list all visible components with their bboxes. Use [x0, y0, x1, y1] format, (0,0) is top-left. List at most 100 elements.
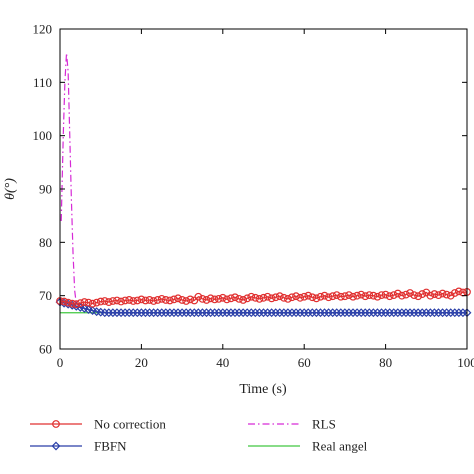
data-point-no-correction-78 [373, 292, 382, 301]
data-point-no-correction-76 [365, 291, 374, 300]
data-point-no-correction-38 [210, 295, 219, 304]
data-point-no-correction-1 [60, 297, 68, 306]
data-point-no-correction-16 [121, 296, 130, 305]
axis-layer: 0 20 40 60 80 100 60 70 80 90 100 110 120 [33, 22, 474, 371]
x-axis-label: Time (s) [239, 382, 287, 397]
data-point-no-correction-39 [214, 294, 223, 303]
y-tick-label-4: 100 [33, 128, 53, 143]
y-tick-label-1: 70 [39, 288, 52, 303]
data-point-no-correction-43 [231, 293, 239, 302]
data-point-no-correction-83 [393, 289, 402, 298]
y-tick-label-0: 60 [39, 342, 52, 357]
data-point-no-correction-56 [284, 294, 292, 303]
data-point-no-correction-87 [410, 291, 418, 300]
data-point-no-correction-12 [104, 298, 113, 306]
series-layer [55, 52, 472, 318]
data-point-no-correction-2 [64, 298, 73, 307]
data-point-no-correction-57 [288, 293, 296, 302]
data-point-no-correction-91 [426, 291, 435, 300]
data-point-no-correction-32 [186, 295, 195, 304]
data-point-no-correction-49 [255, 294, 264, 303]
data-point-no-correction-4 [72, 300, 81, 309]
series-line-rls [60, 52, 81, 306]
data-point-no-correction-88 [414, 292, 423, 301]
data-point-no-correction-84 [397, 291, 406, 300]
data-point-no-correction-61 [304, 291, 313, 300]
data-point-no-correction-77 [369, 291, 378, 300]
data-point-no-correction-22 [145, 296, 154, 304]
data-point-no-correction-64 [316, 292, 325, 301]
legend-label-fbfn: FBFN [94, 439, 127, 454]
legend-label-real-angel: Real angel [312, 439, 368, 454]
data-point-no-correction-9 [92, 298, 101, 307]
y-axis-label: θ(°) [3, 178, 18, 200]
data-point-no-correction-37 [206, 294, 215, 303]
data-point-no-correction-82 [389, 291, 398, 300]
data-point-no-correction-95 [442, 290, 451, 299]
x-tick-label-5: 100 [457, 355, 474, 370]
data-point-no-correction-68 [332, 291, 341, 300]
data-point-no-correction-60 [300, 292, 309, 301]
data-point-no-correction-25 [157, 294, 166, 303]
legend-item-fbfn: FBFN [30, 439, 127, 454]
data-point-no-correction-54 [275, 292, 284, 301]
legend: No correction FBFN RLS Real angel [30, 417, 368, 454]
data-point-no-correction-10 [96, 297, 105, 306]
y-tick-label-2: 80 [39, 235, 52, 250]
data-point-no-correction-85 [402, 290, 410, 299]
data-point-no-correction-14 [113, 296, 121, 305]
data-point-no-correction-74 [357, 290, 366, 299]
data-point-no-correction-86 [406, 289, 414, 297]
data-point-no-correction-58 [292, 292, 300, 301]
data-point-no-correction-93 [434, 291, 443, 300]
data-point-no-correction-19 [133, 296, 142, 305]
data-point-no-correction-62 [308, 293, 317, 302]
y-tick-label-6: 120 [33, 22, 53, 37]
data-point-no-correction-20 [137, 295, 146, 304]
data-point-no-correction-66 [324, 293, 333, 302]
data-point-no-correction-51 [263, 292, 272, 301]
data-point-no-correction-50 [259, 293, 268, 302]
data-point-no-correction-8 [88, 299, 97, 308]
data-point-no-correction-5 [76, 299, 85, 308]
data-point-no-correction-34 [194, 292, 203, 301]
legend-label-no-correction: No correction [94, 417, 166, 432]
series-fbfn [55, 297, 472, 318]
data-point-no-correction-71 [345, 291, 353, 300]
data-point-no-correction-35 [198, 294, 207, 303]
data-point-no-correction-23 [149, 297, 158, 305]
data-point-no-correction-70 [341, 292, 349, 301]
data-point-no-correction-27 [165, 296, 174, 305]
legend-item-no-correction: No correction [30, 417, 166, 432]
data-point-no-correction-18 [129, 297, 138, 305]
data-point-no-correction-29 [174, 294, 182, 303]
data-point-no-correction-28 [170, 295, 178, 304]
data-point-no-correction-97 [450, 289, 459, 297]
series-rls [60, 52, 81, 306]
data-point-no-correction-81 [385, 292, 394, 301]
data-point-no-correction-79 [377, 291, 386, 300]
data-point-no-correction-98 [454, 287, 463, 296]
x-tick-label-4: 80 [379, 355, 392, 370]
data-point-no-correction-94 [438, 289, 447, 298]
y-tick-label-5: 110 [33, 75, 52, 90]
data-point-no-correction-42 [227, 294, 235, 303]
data-point-no-correction-13 [109, 297, 117, 305]
data-point-no-correction-55 [279, 293, 288, 302]
data-point-no-correction-47 [247, 292, 256, 301]
data-point-no-correction-92 [430, 290, 439, 298]
data-point-no-correction-48 [251, 293, 260, 302]
data-point-no-correction-44 [235, 294, 243, 303]
data-point-no-correction-6 [80, 298, 89, 306]
legend-item-rls: RLS [248, 417, 336, 432]
data-point-no-correction-65 [320, 291, 329, 300]
data-point-no-correction-40 [218, 293, 227, 302]
data-point-no-correction-53 [271, 293, 280, 302]
data-point-no-correction-52 [267, 294, 276, 303]
data-point-no-correction-75 [361, 292, 370, 301]
series-no-correction [56, 287, 471, 309]
data-point-no-correction-7 [84, 298, 93, 307]
data-point-no-correction-24 [153, 296, 162, 304]
legend-marker-no-correction [52, 420, 60, 428]
